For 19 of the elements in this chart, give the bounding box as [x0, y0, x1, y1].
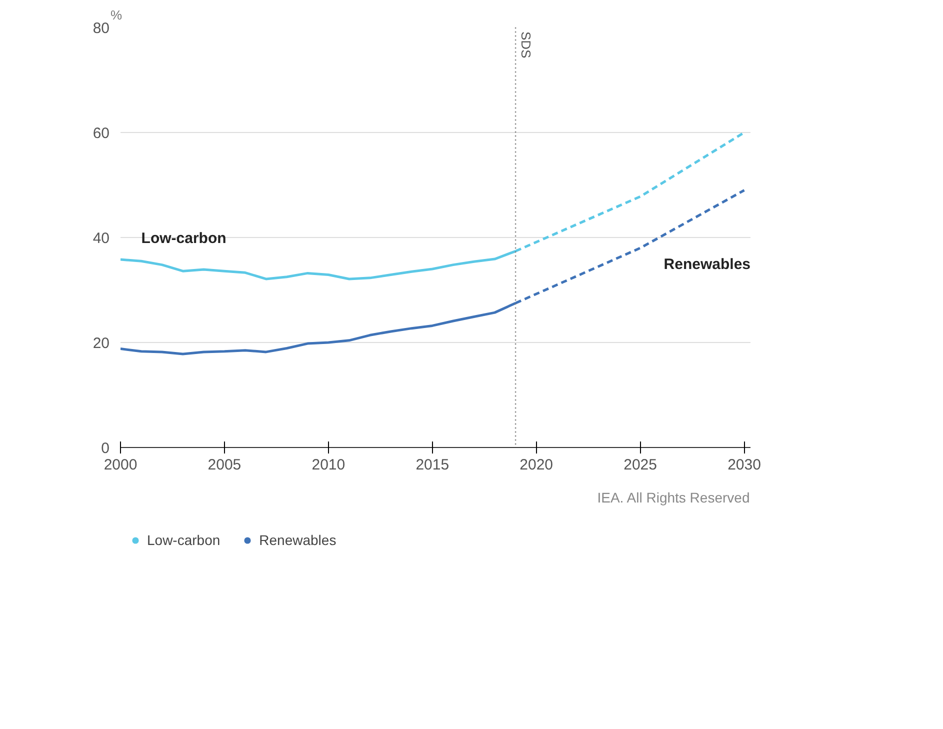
legend-label: Renewables	[259, 532, 336, 548]
text: IEA. All Rights Reserved	[597, 490, 750, 506]
y-tick-label: 20	[92, 335, 110, 352]
ref-line-label: SDS	[518, 32, 534, 59]
text: Renewables	[664, 256, 751, 274]
legend-label: Low-carbon	[147, 532, 220, 548]
x-tick-label: 2030	[728, 456, 761, 474]
y-tick-label: 80	[92, 20, 110, 37]
x-tick-label: 2015	[416, 456, 450, 474]
y-tick-label: 40	[92, 230, 110, 247]
x-tick-label: 2000	[104, 456, 138, 474]
text: Low-carbon	[141, 230, 226, 248]
x-tick-label: 2020	[520, 456, 554, 474]
x-tick-label: 2010	[312, 456, 346, 474]
y-tick-label: 0	[101, 440, 110, 457]
y-tick-label: 60	[92, 125, 110, 142]
x-tick-label: 2025	[624, 456, 657, 474]
y-axis-title: %	[110, 8, 122, 22]
x-tick-label: 2005	[208, 456, 242, 474]
